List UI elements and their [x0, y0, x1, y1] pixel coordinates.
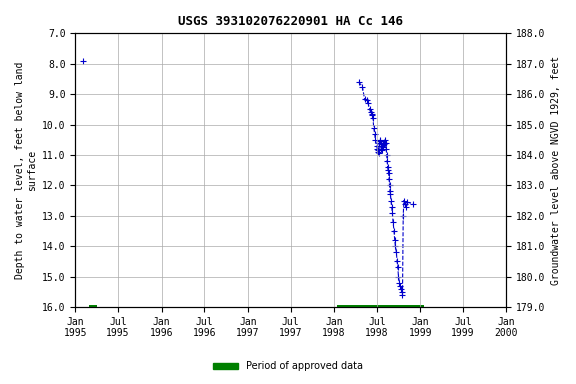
Bar: [89, 305, 97, 311]
Y-axis label: Groundwater level above NGVD 1929, feet: Groundwater level above NGVD 1929, feet: [551, 56, 561, 285]
Title: USGS 393102076220901 HA Cc 146: USGS 393102076220901 HA Cc 146: [179, 15, 403, 28]
Bar: [338, 305, 423, 311]
Legend: Period of approved data: Period of approved data: [210, 358, 366, 375]
Y-axis label: Depth to water level, feet below land
surface: Depth to water level, feet below land su…: [15, 61, 37, 279]
